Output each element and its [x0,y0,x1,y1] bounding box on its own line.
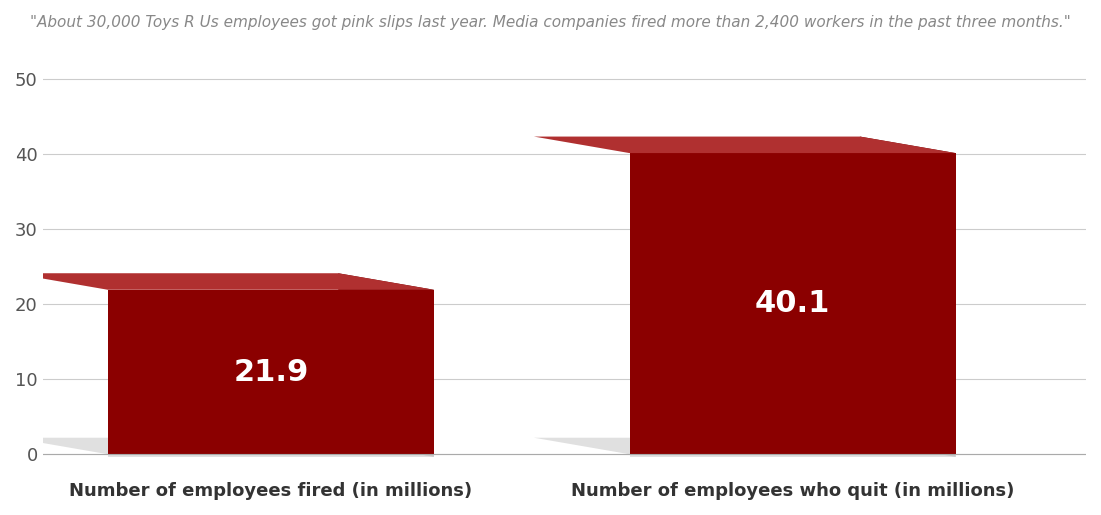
Text: 21.9: 21.9 [233,357,308,386]
Polygon shape [630,454,956,457]
Polygon shape [338,273,434,454]
Polygon shape [108,290,434,454]
Text: 40.1: 40.1 [755,289,830,318]
Polygon shape [12,273,434,290]
Polygon shape [860,438,956,457]
Polygon shape [534,136,956,153]
Polygon shape [630,153,956,454]
Polygon shape [338,438,434,457]
Polygon shape [108,454,434,457]
Polygon shape [860,136,956,454]
Polygon shape [534,438,956,454]
Text: "About 30,000 Toys R Us employees got pink slips last year. Media companies fire: "About 30,000 Toys R Us employees got pi… [30,15,1071,30]
Polygon shape [12,438,434,454]
